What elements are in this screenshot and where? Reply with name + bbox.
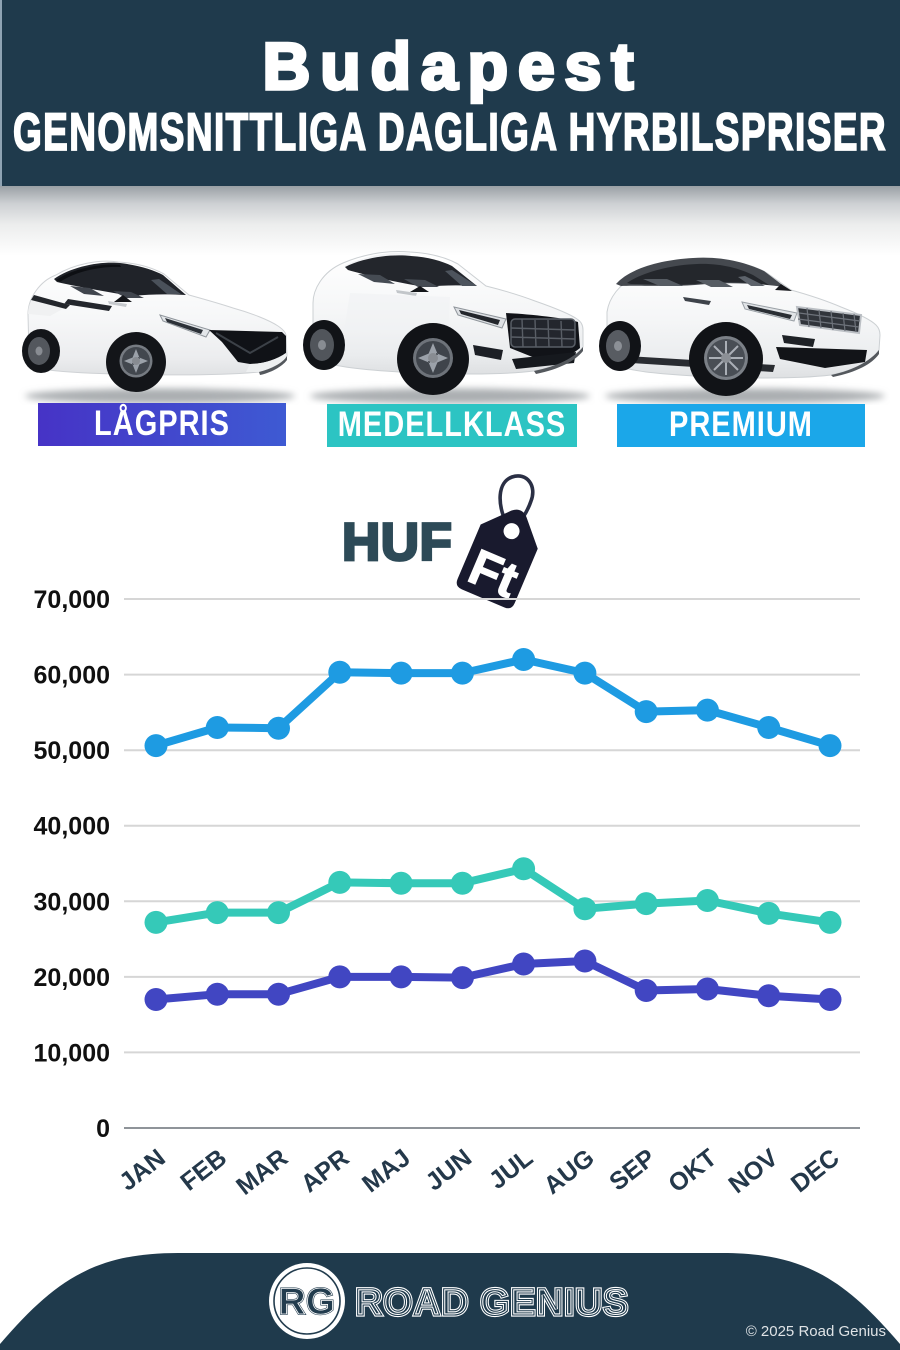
- svg-text:OKT: OKT: [663, 1144, 722, 1199]
- svg-text:SEP: SEP: [604, 1144, 661, 1197]
- svg-text:AUG: AUG: [539, 1144, 600, 1200]
- svg-text:RG: RG: [279, 1281, 336, 1322]
- svg-text:20,000: 20,000: [34, 964, 110, 992]
- svg-text:10,000: 10,000: [34, 1039, 110, 1067]
- svg-text:MAJ: MAJ: [357, 1144, 416, 1199]
- svg-text:RG: RG: [279, 1281, 336, 1322]
- svg-text:JAN: JAN: [114, 1144, 171, 1197]
- svg-text:JUN: JUN: [420, 1144, 477, 1197]
- svg-text:40,000: 40,000: [34, 813, 110, 841]
- svg-text:FEB: FEB: [175, 1144, 232, 1197]
- svg-text:60,000: 60,000: [34, 662, 110, 690]
- svg-text:30,000: 30,000: [34, 888, 110, 916]
- svg-text:50,000: 50,000: [34, 737, 110, 765]
- svg-text:70,000: 70,000: [34, 586, 110, 614]
- svg-text:ROAD GENIUS: ROAD GENIUS: [355, 1282, 629, 1324]
- svg-text:MAR: MAR: [231, 1144, 293, 1201]
- svg-text:NOV: NOV: [723, 1143, 783, 1199]
- svg-text:APR: APR: [296, 1144, 355, 1199]
- svg-text:DEC: DEC: [786, 1144, 845, 1199]
- svg-text:0: 0: [96, 1115, 110, 1143]
- svg-text:© 2025 Road Genius: © 2025 Road Genius: [746, 1323, 886, 1340]
- svg-text:JUL: JUL: [484, 1144, 538, 1195]
- svg-text:ROAD GENIUS: ROAD GENIUS: [355, 1282, 629, 1324]
